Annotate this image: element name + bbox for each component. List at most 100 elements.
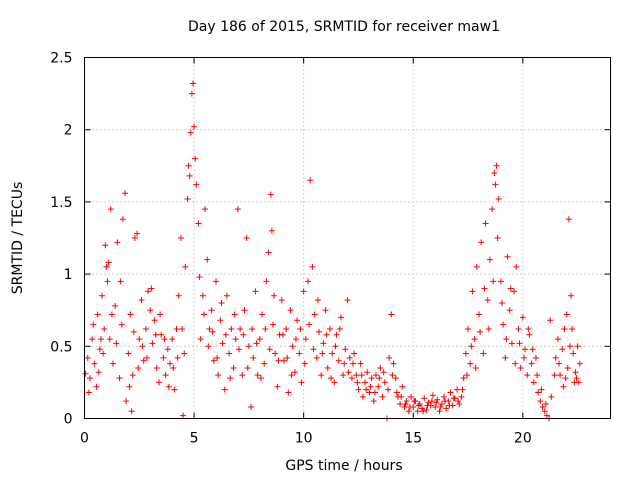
y-tick-label: 0 [64, 412, 73, 428]
data-point [175, 292, 182, 299]
data-point [411, 398, 418, 405]
data-point [401, 403, 408, 410]
data-point [368, 375, 375, 382]
data-point [122, 190, 129, 197]
data-point [160, 354, 167, 361]
data-point [337, 314, 344, 321]
data-point [529, 346, 536, 353]
y-tick-label: 0.5 [50, 339, 72, 355]
data-point [157, 311, 164, 318]
data-point [236, 346, 243, 353]
data-point [508, 340, 515, 347]
data-point [213, 278, 219, 285]
data-point [306, 321, 313, 328]
data-point [405, 408, 412, 415]
data-point [555, 360, 562, 367]
data-point [187, 129, 194, 136]
data-point [376, 375, 383, 382]
data-point [398, 393, 405, 400]
data-point [296, 350, 303, 357]
data-point [130, 328, 137, 335]
data-point [576, 360, 583, 367]
data-point [336, 325, 343, 332]
data-point [497, 278, 504, 285]
data-point [326, 325, 333, 332]
data-point [436, 408, 443, 415]
data-point [302, 336, 309, 343]
data-point [371, 389, 378, 396]
data-point [495, 196, 502, 203]
x-tick-label: 0 [80, 431, 89, 447]
data-point [230, 364, 237, 371]
data-point [262, 325, 269, 332]
data-point [94, 311, 101, 318]
data-point [342, 346, 349, 353]
data-point [443, 405, 450, 412]
data-point [147, 307, 154, 314]
data-point [209, 328, 216, 335]
data-point [380, 369, 387, 376]
data-point [188, 90, 195, 97]
data-point [158, 331, 165, 338]
data-point [271, 292, 278, 299]
data-point [507, 285, 514, 292]
data-point [285, 389, 292, 396]
data-point [192, 155, 199, 162]
data-point [504, 253, 511, 260]
data-point [562, 375, 569, 382]
data-point [170, 364, 177, 371]
data-point [103, 263, 110, 270]
data-point [223, 292, 230, 299]
data-point [265, 249, 272, 256]
data-point [259, 311, 266, 318]
data-point [551, 372, 558, 379]
data-point [129, 372, 136, 379]
data-point [283, 325, 290, 332]
data-point [191, 123, 198, 130]
data-point [331, 379, 338, 386]
data-point [572, 369, 579, 376]
data-point [366, 389, 373, 396]
data-point [152, 331, 159, 338]
data-point [340, 372, 347, 379]
data-point [482, 220, 489, 227]
data-point [266, 346, 273, 353]
data-point [460, 375, 467, 382]
data-point [151, 317, 158, 324]
data-point [341, 360, 348, 367]
data-point [532, 354, 539, 361]
data-point [217, 317, 224, 324]
data-point [289, 343, 296, 350]
data-point [493, 162, 500, 169]
data-point [520, 354, 527, 361]
data-point [182, 263, 189, 270]
data-point [234, 206, 241, 213]
data-point [319, 350, 326, 357]
data-point [502, 354, 509, 361]
x-tick-label: 20 [514, 431, 532, 447]
data-point [91, 360, 98, 367]
data-point [537, 398, 544, 405]
data-point [256, 336, 263, 343]
data-point [346, 354, 353, 361]
data-point [335, 357, 342, 364]
data-point [310, 346, 317, 353]
data-point [241, 307, 248, 314]
data-point [177, 235, 184, 241]
data-point [300, 288, 307, 295]
data-point [134, 230, 141, 237]
data-point [249, 325, 256, 332]
data-point [542, 401, 549, 408]
data-point [153, 364, 160, 371]
data-point [547, 317, 554, 324]
data-point [476, 311, 482, 318]
data-point [166, 360, 173, 367]
data-point [227, 375, 234, 382]
y-axis-label: SRMTID / TECUs [10, 182, 26, 295]
data-point [524, 372, 531, 379]
data-point [186, 172, 193, 179]
data-point [210, 357, 217, 364]
x-tick-label: 15 [404, 431, 422, 447]
data-point [101, 325, 108, 332]
data-point [434, 396, 441, 403]
